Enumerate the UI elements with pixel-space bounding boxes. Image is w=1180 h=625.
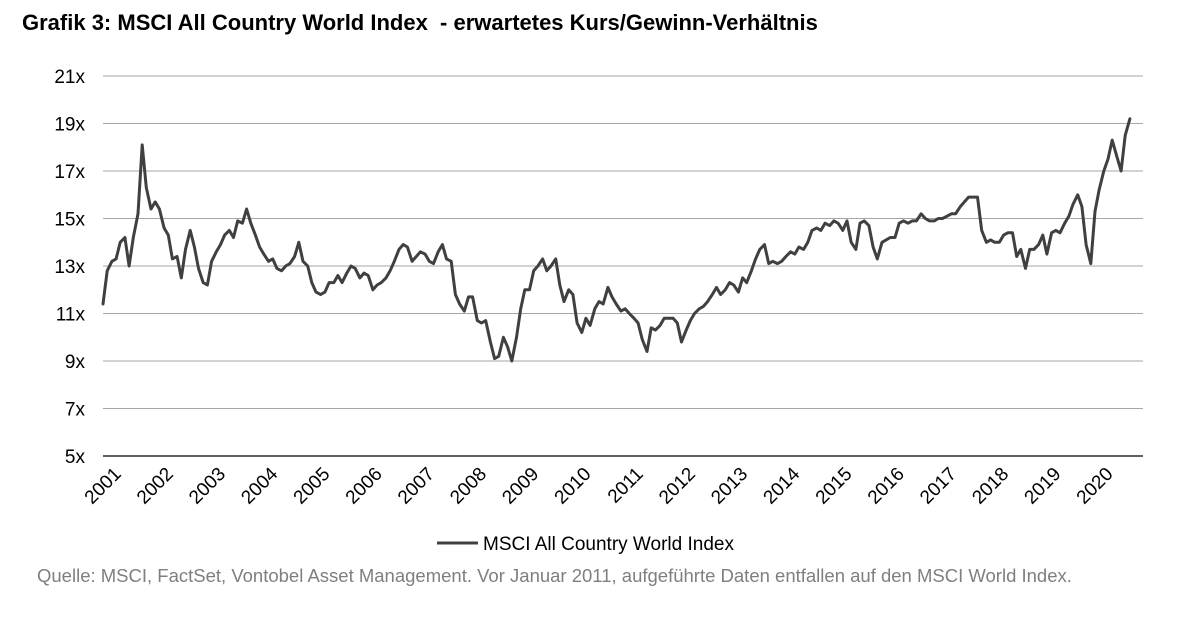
- y-tick-label: 7x: [65, 400, 86, 421]
- y-tick-label: 15x: [54, 210, 85, 231]
- y-tick-label: 11x: [56, 305, 86, 326]
- y-tick-label: 19x: [54, 115, 85, 136]
- y-tick-label: 17x: [54, 162, 85, 183]
- x-tick-label: 2008: [446, 464, 491, 509]
- x-tick-label: 2013: [707, 464, 752, 509]
- y-tick-label: 5x: [65, 447, 86, 468]
- legend-label: MSCI All Country World Index: [483, 534, 734, 555]
- x-tick-label: 2011: [604, 464, 648, 508]
- x-tick-label: 2006: [342, 464, 387, 509]
- x-axis-tick-labels: 2001 2002 2003 2004 2005 2006 2007 2008 2009 2010…: [81, 463, 1118, 508]
- x-tick-label: 2018: [968, 464, 1013, 509]
- x-tick-label: 2004: [237, 463, 282, 508]
- source-note: Quelle: MSCI, FactSet, Vontobel Asset Ma…: [37, 565, 1072, 586]
- series-line: [101, 117, 1132, 363]
- x-tick-label: 2019: [1021, 464, 1066, 509]
- y-axis-tick-labels: 5x 7x 9x 11x 13x 15x 17x 19x 21x: [54, 67, 85, 468]
- x-tick-label: 2010: [551, 464, 596, 509]
- x-tick-label: 2007: [394, 464, 439, 509]
- gridlines: [103, 75, 1143, 409]
- x-tick-label: 2020: [1073, 464, 1118, 509]
- x-tick-label: 2012: [655, 464, 700, 509]
- x-tick-label: 2003: [185, 464, 230, 509]
- x-tick-label: 2014: [760, 463, 805, 508]
- x-tick-label: 2017: [916, 464, 961, 509]
- x-tick-label: 2001: [81, 464, 126, 509]
- legend: MSCI All Country World Index: [437, 534, 734, 555]
- x-tick-label: 2005: [290, 464, 335, 509]
- x-tick-label: 2016: [864, 464, 909, 509]
- data-series: [101, 117, 1132, 363]
- x-tick-label: 2015: [812, 464, 857, 509]
- y-tick-label: 21x: [54, 67, 85, 88]
- chart-title: Grafik 3: MSCI All Country World Index -…: [22, 10, 818, 35]
- y-tick-label: 9x: [65, 352, 86, 373]
- x-tick-label: 2009: [499, 464, 544, 509]
- x-tick-label: 2002: [133, 464, 178, 509]
- y-tick-label: 13x: [54, 257, 85, 278]
